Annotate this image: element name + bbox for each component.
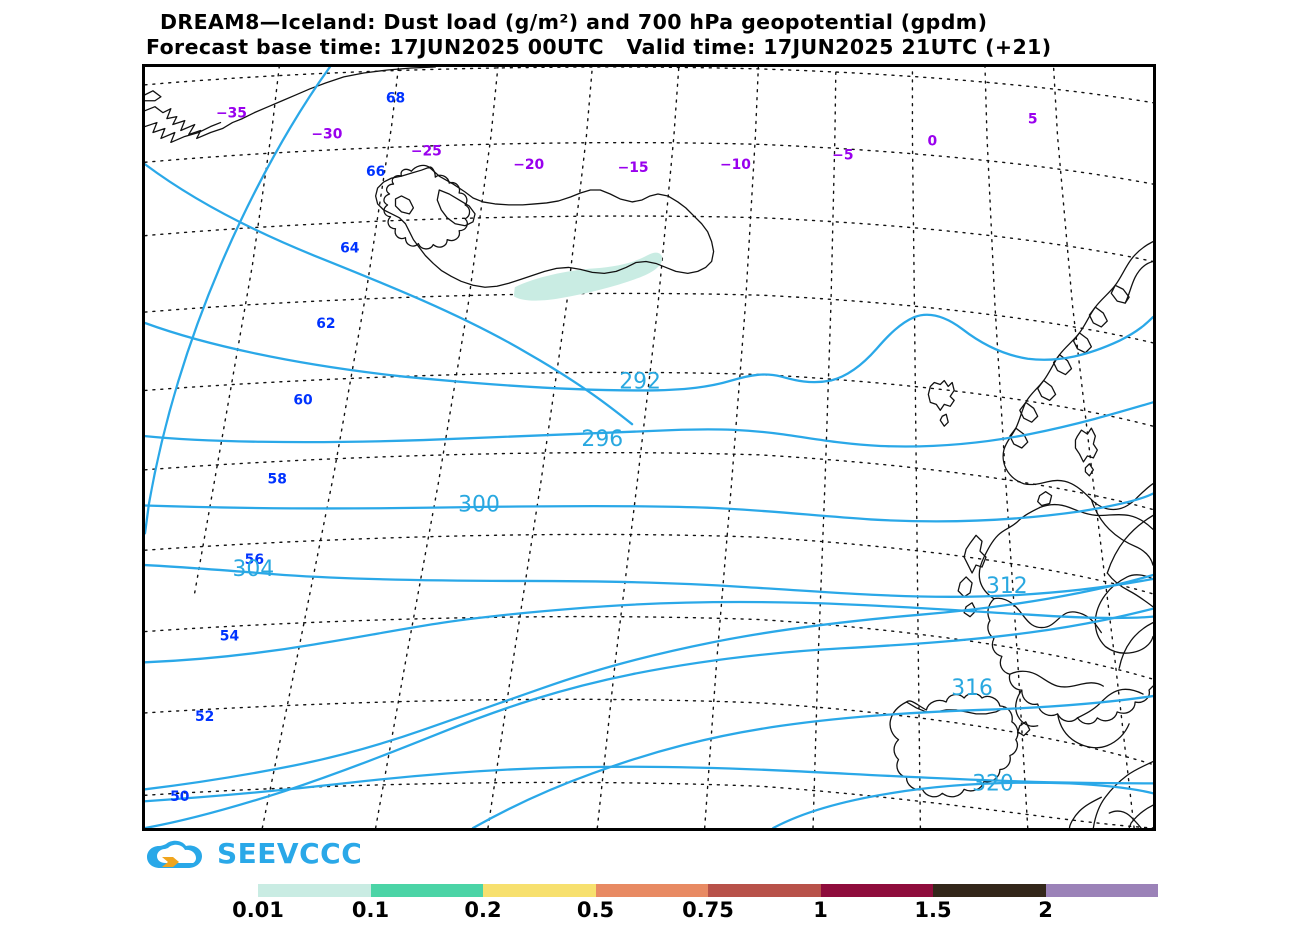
colorbar-tick-label: 0.01	[232, 898, 284, 922]
contour-label: 296	[581, 427, 623, 452]
latitude-label: 66	[366, 164, 385, 180]
longitude-label: −20	[513, 157, 544, 173]
longitude-label: −25	[411, 143, 442, 159]
graticule-parallels	[145, 67, 1153, 828]
figure-title: DREAM8—Iceland: Dust load (g/m²) and 700…	[146, 10, 1286, 60]
colorbar-tick-label: 0.5	[576, 898, 615, 922]
graticule-meridians	[194, 67, 1135, 828]
longitude-label: −10	[720, 157, 751, 173]
logo-text: SEEVCCC	[217, 837, 363, 870]
colorbar-segment	[820, 884, 933, 897]
colorbar-tick-label: 0.75	[682, 898, 734, 922]
contour-label: 316	[951, 676, 993, 701]
longitude-labels: −35 −30 −25 −20 −15 −10 −5 0 5	[216, 106, 1038, 177]
contour-label: 304	[232, 557, 274, 582]
contour-labels: 292 296 300 304 312 316 320	[232, 369, 1027, 796]
latitude-label: 52	[195, 709, 214, 725]
latitude-labels: 68 66 64 62 60 58 56 54 52 50	[170, 91, 405, 805]
coastlines	[145, 67, 1153, 828]
colorbar-tick-label: 0.1	[351, 898, 390, 922]
title-line-2: Forecast base time: 17JUN2025 00UTC Vali…	[146, 35, 1052, 59]
colorbar-segment	[370, 884, 483, 897]
longitude-label: −30	[311, 126, 342, 142]
colorbar-tick-label: 1.5	[914, 898, 952, 922]
colorbar-panel: 0.01 0.1 0.2 0.5 0.75 1 1.5 2	[0, 884, 1291, 929]
colorbar-segment	[258, 884, 371, 897]
contour-label: 300	[458, 493, 500, 518]
colorbar-tick-label: 2	[1038, 898, 1053, 922]
colorbar-segment	[595, 884, 708, 897]
title-line-1: DREAM8—Iceland: Dust load (g/m²) and 700…	[160, 10, 988, 34]
latitude-label: 64	[340, 241, 360, 257]
colorbar-segment	[1045, 884, 1158, 897]
colorbar-tick-labels: 0.01 0.1 0.2 0.5 0.75 1 1.5 2	[232, 898, 1158, 928]
dust-load-shading	[513, 252, 663, 301]
colorbar-tick-label: 0.2	[464, 898, 502, 922]
longitude-label: −5	[832, 147, 853, 163]
colorbar-segment	[483, 884, 596, 897]
colorbar-tick-label: 1	[813, 898, 828, 922]
map-canvas: −35 −30 −25 −20 −15 −10 −5 0 5 68 66 64 62 60 58 56 54 5…	[145, 67, 1153, 828]
colorbar-segment	[933, 884, 1046, 897]
colorbar-gradient	[258, 884, 1158, 897]
latitude-label: 56	[245, 552, 264, 568]
cloud-icon	[147, 840, 202, 868]
contour-label: 320	[972, 771, 1014, 796]
latitude-label: 60	[293, 392, 312, 408]
map-panel: −35 −30 −25 −20 −15 −10 −5 0 5 68 66 64 62 60 58 56 54 5…	[142, 64, 1156, 831]
latitude-label: 50	[170, 789, 189, 805]
longitude-label: −35	[216, 106, 247, 122]
latitude-label: 62	[316, 316, 335, 332]
latitude-label: 54	[220, 628, 240, 644]
longitude-label: 5	[1028, 112, 1038, 128]
contour-label: 312	[986, 574, 1028, 599]
latitude-label: 68	[386, 91, 405, 107]
seevccc-logo: SEEVCCC	[146, 836, 363, 872]
longitude-label: 0	[927, 133, 937, 149]
longitude-label: −15	[618, 160, 649, 176]
colorbar-segment	[708, 884, 821, 897]
latitude-label: 58	[268, 472, 287, 488]
geopotential-contours	[145, 67, 1153, 828]
contour-label: 292	[619, 369, 661, 394]
